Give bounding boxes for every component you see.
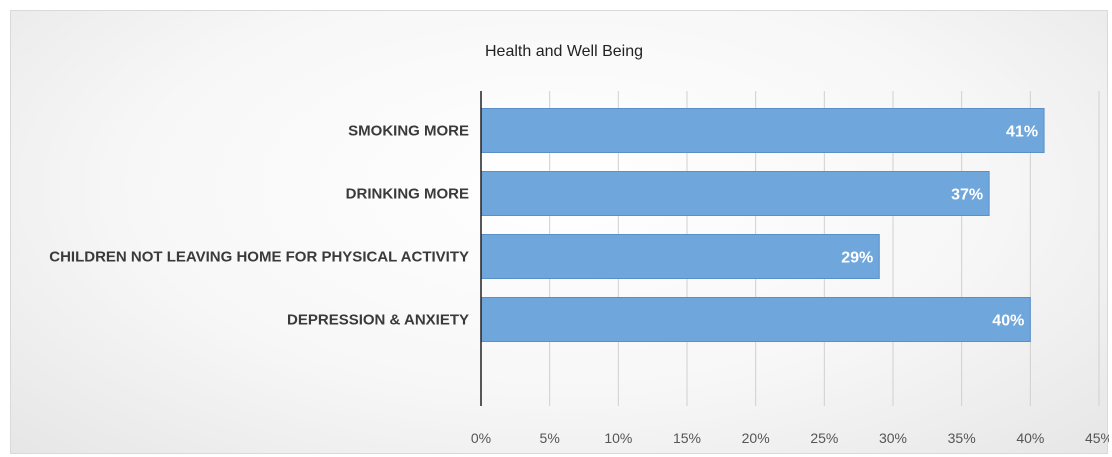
category-labels: SMOKING MORE DRINKING MORE CHILDREN NOT LE… <box>49 123 469 329</box>
bar-chart: SMOKING MORE DRINKING MORE CHILDREN NOT LE… <box>49 43 1109 446</box>
category-label: CHILDREN NOT LEAVING HOME FOR PHYSICAL A… <box>49 249 469 266</box>
category-label: DEPRESSION & ANXIETY <box>287 312 469 329</box>
bar <box>480 297 1031 342</box>
category-label: SMOKING MORE <box>348 123 469 140</box>
bar <box>480 171 990 216</box>
x-tick-label: 5% <box>540 430 560 446</box>
bar <box>480 234 880 279</box>
data-label: 29% <box>841 250 873 267</box>
x-tick-label: 0% <box>471 430 491 446</box>
bars <box>480 108 1045 342</box>
x-tick-labels: 0% 5% 10% 15% 20% 25% 30% 35% 40% 45% <box>471 430 1109 446</box>
x-tick-label: 10% <box>604 430 632 446</box>
data-label: 41% <box>1006 124 1038 141</box>
x-tick-label: 15% <box>673 430 701 446</box>
chart-frame: SMOKING MORE DRINKING MORE CHILDREN NOT LE… <box>10 10 1109 454</box>
data-labels: 41% 37% 29% 40% <box>841 124 1038 330</box>
bar <box>480 108 1045 153</box>
x-tick-label: 40% <box>1016 430 1044 446</box>
x-tick-label: 25% <box>810 430 838 446</box>
data-label: 40% <box>992 313 1024 330</box>
x-tick-label: 20% <box>742 430 770 446</box>
category-label: DRINKING MORE <box>346 186 469 203</box>
chart-title: Health and Well Being <box>485 43 643 60</box>
x-tick-label: 30% <box>879 430 907 446</box>
data-label: 37% <box>951 187 983 204</box>
x-tick-label: 45% <box>1085 430 1109 446</box>
x-tick-label: 35% <box>948 430 976 446</box>
